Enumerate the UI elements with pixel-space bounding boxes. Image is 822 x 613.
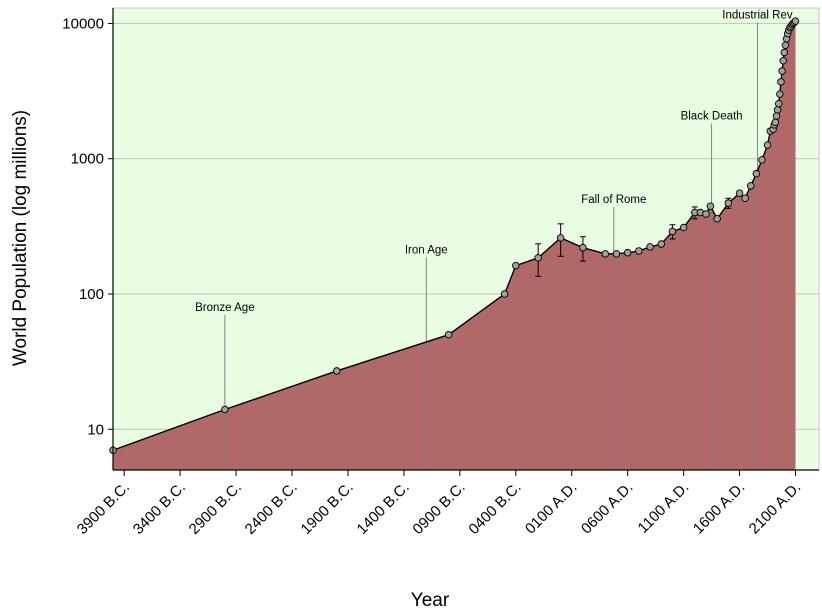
data-point xyxy=(778,67,786,75)
data-point xyxy=(668,227,677,236)
x-tick-label: 0600 A.D. xyxy=(578,479,637,538)
data-point xyxy=(333,367,341,375)
y-tick-label: 1000 xyxy=(71,151,104,168)
data-point xyxy=(221,405,229,414)
annotation-lines xyxy=(224,22,758,470)
data-point xyxy=(444,330,453,339)
data-point xyxy=(741,194,749,203)
x-tick-label: 0100 A.D. xyxy=(522,479,581,538)
data-point xyxy=(534,254,542,262)
data-point xyxy=(780,48,789,57)
data-point xyxy=(752,169,761,178)
data-point xyxy=(772,112,781,120)
data-point xyxy=(623,248,632,257)
y-tick-label: 10 xyxy=(87,421,104,438)
data-point xyxy=(763,141,772,149)
x-tick-label: 2400 B.C. xyxy=(242,479,301,538)
x-tick-label: 0400 B.C. xyxy=(465,479,524,538)
data-point xyxy=(612,250,621,258)
x-tick-label: 1100 A.D. xyxy=(635,479,693,537)
data-point xyxy=(779,56,787,65)
data-point xyxy=(777,78,785,86)
data-point xyxy=(500,290,509,298)
y-axis: 10 100 1000 10000 xyxy=(62,8,114,470)
data-point xyxy=(776,90,784,98)
annotation-label: Iron Age xyxy=(405,244,448,256)
x-tick-label: 0900 B.C. xyxy=(409,479,468,538)
data-point xyxy=(702,210,710,218)
x-tick-label: 1400 B.C. xyxy=(354,479,413,538)
population-area xyxy=(113,21,796,470)
y-axis-title: World Population (log millions) xyxy=(10,110,31,366)
data-point xyxy=(746,182,755,190)
data-point xyxy=(679,223,688,232)
y-tick-label: 10000 xyxy=(62,15,104,32)
data-point xyxy=(724,199,733,207)
data-point xyxy=(774,99,783,108)
x-axis-title: Year xyxy=(411,590,450,611)
data-point xyxy=(735,189,744,197)
x-tick-label: 3400 B.C. xyxy=(130,479,189,538)
data-point xyxy=(579,243,587,252)
data-point xyxy=(657,240,665,248)
data-point xyxy=(791,17,800,25)
data-point xyxy=(773,106,782,114)
data-point xyxy=(512,261,520,270)
x-tick-label: 1900 B.C. xyxy=(298,479,357,538)
data-point xyxy=(646,243,654,251)
data-point xyxy=(635,247,643,255)
data-points xyxy=(109,17,800,454)
x-tick-label: 2100 A.D. xyxy=(746,479,805,538)
data-point xyxy=(758,156,766,164)
annotation-label: Industrial Rev xyxy=(722,9,793,21)
data-point xyxy=(713,214,721,223)
data-point xyxy=(771,118,780,126)
y-tick-label: 100 xyxy=(79,286,104,303)
annotation-label: Black Death xyxy=(681,110,743,122)
data-point xyxy=(556,234,565,242)
data-point xyxy=(706,202,715,211)
x-tick-label: 1600 A.D. xyxy=(690,479,749,538)
x-tick-label: 2900 B.C. xyxy=(186,479,245,538)
annotation-label: Bronze Age xyxy=(195,302,254,314)
x-tick-label: 3900 B.C. xyxy=(74,479,133,538)
data-point xyxy=(601,250,610,258)
annotation-label: Fall of Rome xyxy=(581,194,646,206)
x-axis: 3900 B.C.3400 B.C.2900 B.C.2400 B.C.1900… xyxy=(74,469,819,538)
data-point xyxy=(781,41,790,49)
annotation-labels: Bronze Age Iron Age Fall of Rome Black Deat… xyxy=(195,9,793,314)
